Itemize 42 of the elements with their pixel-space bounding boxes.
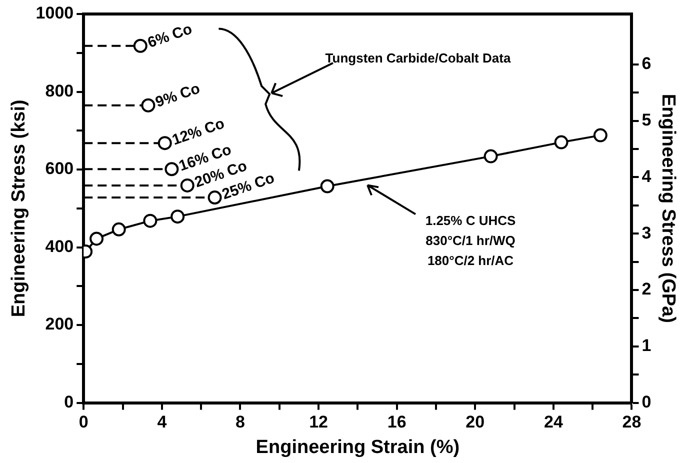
x-tick-label: 8 xyxy=(235,412,245,432)
point xyxy=(141,98,156,112)
point xyxy=(164,162,179,176)
y2-tick-label: 5 xyxy=(642,110,652,130)
y-tick-label: 400 xyxy=(45,236,74,256)
x-axis-title: Engineering Strain (%) xyxy=(256,436,460,458)
point xyxy=(554,135,568,150)
y2-tick-label: 6 xyxy=(642,54,652,74)
x-tick-label: 12 xyxy=(309,412,328,432)
annotation: 1.25% C UHCS 830°C/1 hr/WQ 180°C/2 hr/AC xyxy=(425,212,516,268)
point xyxy=(143,214,158,228)
y2-tick-label: 3 xyxy=(642,223,652,242)
y-axis-title: Engineering Stress (ksi) xyxy=(8,100,30,318)
x-tick-label: 4 xyxy=(157,412,168,432)
point xyxy=(90,232,104,246)
text: 9% Co xyxy=(153,80,202,112)
point xyxy=(593,128,608,142)
point xyxy=(208,190,222,205)
y-tick-label: 0 xyxy=(64,392,74,412)
point xyxy=(484,149,498,164)
y-tick-label: 200 xyxy=(45,314,74,334)
y2-tick-label: 2 xyxy=(642,280,652,299)
y-tick-label: 1000 xyxy=(36,4,74,23)
x-tick-label: 16 xyxy=(387,412,406,432)
y2-tick-label: 4 xyxy=(642,166,652,186)
point xyxy=(170,210,185,224)
annotation: Tungsten Carbide/Cobalt Data xyxy=(325,50,512,66)
x-tick-label: 28 xyxy=(622,412,642,432)
y2-axis-title: Engineering Stress (GPa) xyxy=(657,94,678,323)
text: 6% Co xyxy=(146,20,194,52)
x-tick-label: 20 xyxy=(466,412,485,432)
point xyxy=(320,179,334,194)
x-tick-label: 24 xyxy=(544,412,564,432)
y-tick-label: 800 xyxy=(45,81,74,100)
point xyxy=(112,222,126,236)
point xyxy=(133,38,148,53)
y2-tick-label: 0 xyxy=(642,392,652,412)
y2-tick-label: 1 xyxy=(642,336,652,356)
point xyxy=(180,178,194,192)
y-tick-label: 600 xyxy=(45,159,74,178)
point xyxy=(158,136,172,150)
x-tick-label: 0 xyxy=(78,412,88,432)
